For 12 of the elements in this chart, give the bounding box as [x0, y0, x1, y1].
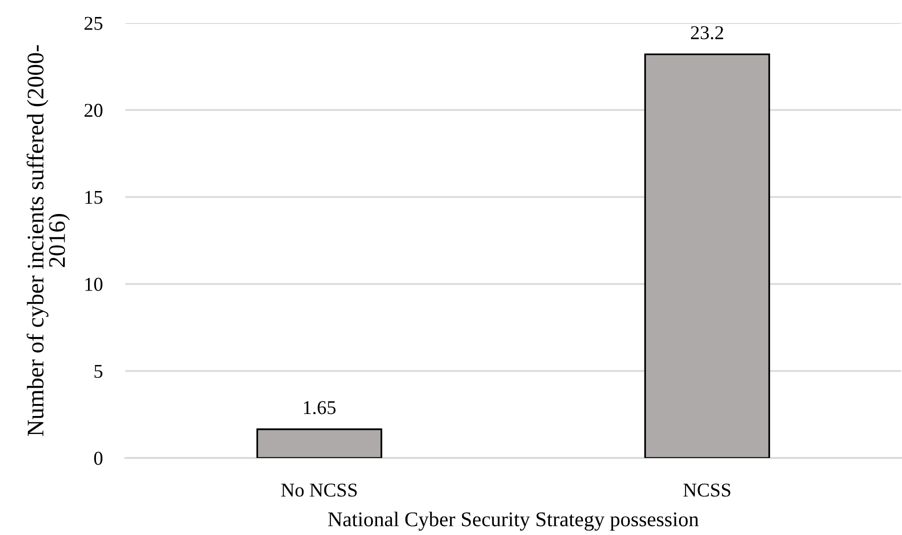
- y-tick-label: 0: [94, 452, 102, 465]
- x-axis-title: National Cyber Security Strategy possession: [328, 512, 699, 531]
- y-tick-label: 20: [84, 104, 102, 117]
- data-label: 1.65: [304, 401, 336, 414]
- x-tick-label: No NCSS: [281, 484, 357, 497]
- data-label: 23.2: [691, 26, 724, 40]
- y-tick-label: 25: [84, 16, 102, 30]
- y-tick-label: 5: [94, 364, 102, 378]
- x-tick-label: NCSS: [683, 484, 730, 497]
- y-axis-title: Number of cyber incients suffered (2000- 2016): [26, 45, 70, 436]
- y-tick-label: 10: [85, 278, 102, 291]
- y-tick-label: 15: [85, 190, 102, 204]
